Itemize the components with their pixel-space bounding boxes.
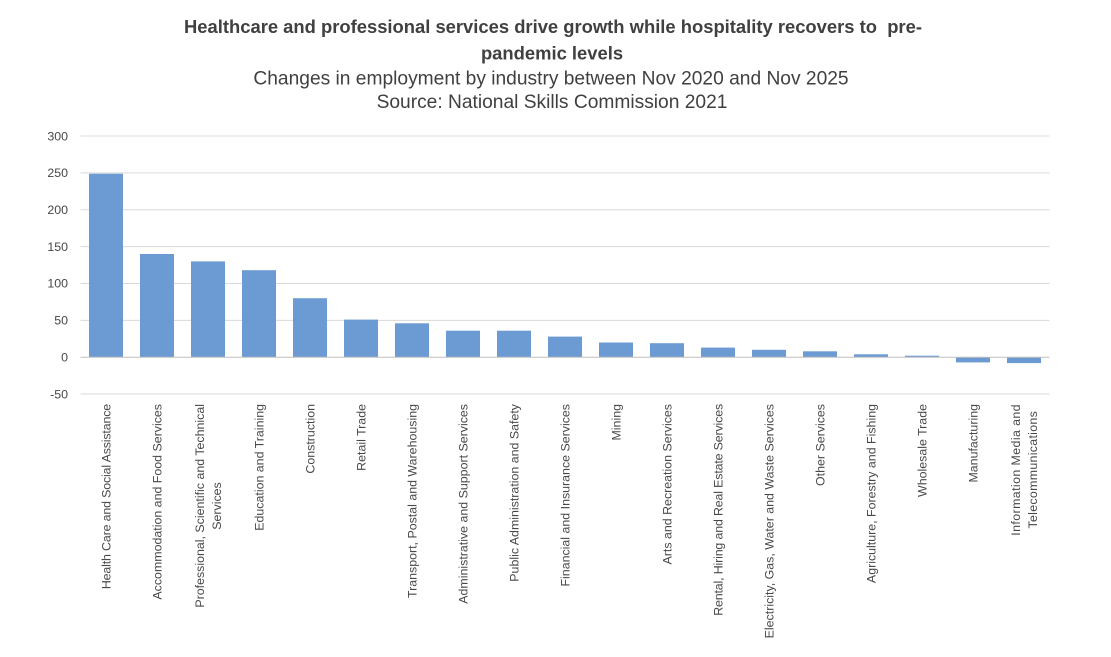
svg-text:Changes in employment by indus: Changes in employment by industry betwee… <box>253 69 848 90</box>
svg-text:Information Media and: Information Media and <box>1009 404 1023 536</box>
svg-text:Arts and Recreation Services: Arts and Recreation Services <box>660 404 674 564</box>
svg-text:Construction: Construction <box>303 404 317 474</box>
svg-text:Electricity, Gas, Water and Wa: Electricity, Gas, Water and Waste Servic… <box>762 404 776 638</box>
svg-text:Health Care and Social Assista: Health Care and Social Assistance <box>99 404 113 589</box>
svg-text:Administrative and Support Ser: Administrative and Support Services <box>456 404 470 604</box>
svg-text:150: 150 <box>47 240 68 254</box>
svg-text:Other Services: Other Services <box>813 404 827 486</box>
svg-text:Accommodation and Food Service: Accommodation and Food Services <box>150 404 164 600</box>
svg-text:0: 0 <box>61 350 68 364</box>
svg-text:Telecommunications: Telecommunications <box>1026 411 1040 529</box>
svg-text:Healthcare and professional se: Healthcare and professional services dri… <box>184 16 922 37</box>
svg-text:Manufacturing: Manufacturing <box>966 404 980 483</box>
svg-text:100: 100 <box>47 277 68 291</box>
svg-text:Agriculture, Forestry and Fish: Agriculture, Forestry and Fishing <box>864 404 878 583</box>
svg-text:-50: -50 <box>50 387 68 401</box>
svg-text:50: 50 <box>54 314 68 328</box>
svg-text:Source: National Skills Commis: Source: National Skills Commission 2021 <box>377 92 728 113</box>
svg-text:Retail Trade: Retail Trade <box>354 404 368 471</box>
svg-text:200: 200 <box>47 203 68 217</box>
svg-text:Transport, Postal and Warehous: Transport, Postal and Warehousing <box>405 404 419 598</box>
svg-text:Professional, Scientific and T: Professional, Scientific and Technical <box>193 404 207 608</box>
svg-text:Education and Training: Education and Training <box>252 404 266 531</box>
svg-text:300: 300 <box>47 129 68 143</box>
svg-text:Mining: Mining <box>609 404 623 441</box>
svg-text:Public Administration and Safe: Public Administration and Safety <box>507 403 521 582</box>
svg-text:Services: Services <box>210 482 224 530</box>
svg-text:Wholesale Trade: Wholesale Trade <box>915 404 929 497</box>
svg-text:Rental, Hiring and Real Estate: Rental, Hiring and Real Estate Services <box>711 404 725 616</box>
svg-text:250: 250 <box>47 166 68 180</box>
svg-text:Financial and Insurance Servic: Financial and Insurance Services <box>558 404 572 587</box>
svg-text:pandemic levels: pandemic levels <box>481 42 623 63</box>
